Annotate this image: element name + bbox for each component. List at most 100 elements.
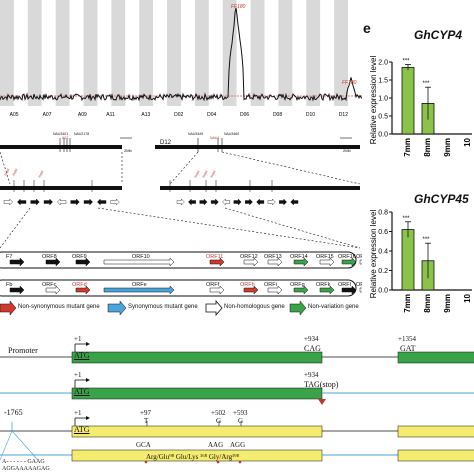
zoom-bar-right — [160, 186, 360, 190]
small-orf-arrow — [70, 198, 80, 206]
orf-arrow — [359, 259, 362, 265]
x-tick-label: 8mm — [423, 294, 432, 313]
orf-arrow — [9, 257, 25, 267]
small-orf-arrow — [97, 198, 107, 206]
row1-end-pos: +1354 — [398, 335, 416, 343]
row3-snp3: G — [238, 417, 244, 425]
chart1-svg: Relative expression level 0.0 0.5 1.0 1.5 2.… — [369, 56, 472, 157]
chromosome-tick-label: A11 — [106, 112, 115, 118]
small-orf-arrow — [43, 198, 53, 206]
manhattan-band — [13, 0, 28, 106]
chromosome-tick-label: D04 — [207, 112, 216, 118]
row2-stop: TAG(stop) — [304, 380, 339, 389]
sig-label: *** — [422, 81, 430, 87]
manhattan-band — [320, 0, 335, 106]
small-orf-arrow — [30, 198, 40, 206]
orf-label: ORFk — [316, 282, 331, 288]
manhattan-band — [250, 0, 265, 106]
manhattan-band — [55, 0, 70, 106]
small-orf-arrow — [256, 198, 265, 206]
orf-arrow — [319, 257, 335, 267]
legend-novar: Non-variation gene — [308, 304, 359, 310]
marker-left-1: NAU3401 — [53, 132, 69, 136]
svg-text:Indel: Indel — [3, 168, 10, 177]
orf-arrow — [293, 285, 309, 295]
manhattan-band — [139, 0, 154, 106]
chromosome-tick-label: A13 — [141, 112, 150, 118]
row4-codon2: AAG — [208, 441, 224, 449]
small-orf-arrow — [17, 198, 27, 206]
row4-codon3: AGG — [230, 441, 246, 449]
row3-snp1-pos: +97 — [140, 409, 151, 417]
y-tick-label: 0.8 — [378, 210, 388, 217]
chart1-title: GhCYP4 — [414, 28, 463, 42]
x-tick-label: 7mm — [403, 138, 412, 157]
chromosome-map: Indel Indel Indel Indel Indel Indel — [0, 137, 361, 249]
manhattan-band — [83, 0, 98, 106]
orf-arrow — [267, 257, 283, 267]
peak-label-d12: FF180 — [342, 80, 357, 86]
y-tick-label: 0.6 — [378, 229, 388, 236]
row2-stop-pos: +934 — [304, 371, 319, 379]
manhattan-band — [0, 0, 14, 106]
small-orf-arrow — [57, 198, 67, 206]
y-tick-label: 1.5 — [378, 78, 388, 85]
x-tick-label: 9mm — [443, 138, 452, 157]
orf-arrow — [359, 287, 362, 293]
orf-label: ORFe — [132, 282, 147, 288]
row1-stop-pos: +934 — [304, 335, 319, 343]
orf-arrow — [341, 257, 357, 267]
chromosome-label-d12: D12 — [160, 140, 172, 146]
orf-label: ORF8 — [42, 254, 57, 260]
manhattan-band — [222, 0, 237, 106]
orf-arrow — [209, 285, 225, 295]
manhattan-band — [348, 0, 362, 106]
row3-prom: -1765 — [4, 408, 23, 417]
small-orf-arrow — [176, 198, 185, 206]
small-orf-arrow — [83, 198, 93, 206]
manhattan-band — [306, 0, 321, 106]
orf-label: ORF9 — [72, 254, 87, 260]
y-tick-label: 0.0 — [378, 288, 388, 295]
orf-label: ORF17 — [356, 254, 362, 260]
manhattan-band — [69, 0, 84, 106]
seq-line-2: AGGAAAAAGAG — [2, 466, 50, 472]
small-orf-arrow — [199, 198, 208, 206]
chromosome-tick-label: D10 — [306, 112, 315, 118]
manhattan-band — [41, 0, 56, 106]
orf-label: ORF13 — [264, 254, 282, 260]
manhattan-band — [292, 0, 307, 106]
scale-left: 2Mb — [124, 148, 132, 153]
chart2-ylabel: Relative expression level — [369, 210, 378, 299]
manhattan-band — [264, 0, 279, 106]
exon-row3 — [71, 425, 323, 438]
chromosome-tick-label: A09 — [78, 112, 87, 118]
manhattan-band — [194, 0, 209, 106]
y-tick-label: 0.2 — [378, 268, 388, 275]
marker-right-2: NAU3460 — [224, 132, 240, 136]
chart2-title: GhCYP45 — [414, 192, 469, 206]
small-orf-arrow — [233, 198, 242, 206]
svg-text:Indel: Indel — [209, 170, 216, 179]
svg-text:Indel: Indel — [201, 170, 208, 179]
orf-arrow — [103, 285, 175, 295]
small-orf-arrow — [222, 198, 231, 206]
x-tick-label: 9mm — [443, 294, 452, 313]
manhattan-band — [208, 0, 223, 106]
row3-snp2: G — [216, 417, 222, 425]
x-tick-label: 10 — [463, 137, 472, 146]
orf-label: ORFf — [206, 282, 220, 288]
orf-arrow — [45, 285, 61, 295]
zoom-bar-left — [0, 186, 122, 190]
chromosome-tick-label: D12 — [339, 112, 348, 118]
legend-syn: Synonymous mutant gene — [128, 304, 198, 310]
chromosome-tick-label: A07 — [43, 112, 52, 118]
small-orf-arrow — [290, 198, 299, 206]
manhattan-band — [278, 0, 293, 106]
y-tick-label: 1.0 — [378, 96, 388, 103]
chromosome-tick-label: A05 — [10, 112, 19, 118]
legend-nonhomol: Non-homologous gene — [224, 304, 285, 310]
row3-atg: ATG — [74, 425, 90, 434]
manhattan-band — [181, 0, 195, 106]
orf-label: ORFc — [42, 282, 57, 288]
